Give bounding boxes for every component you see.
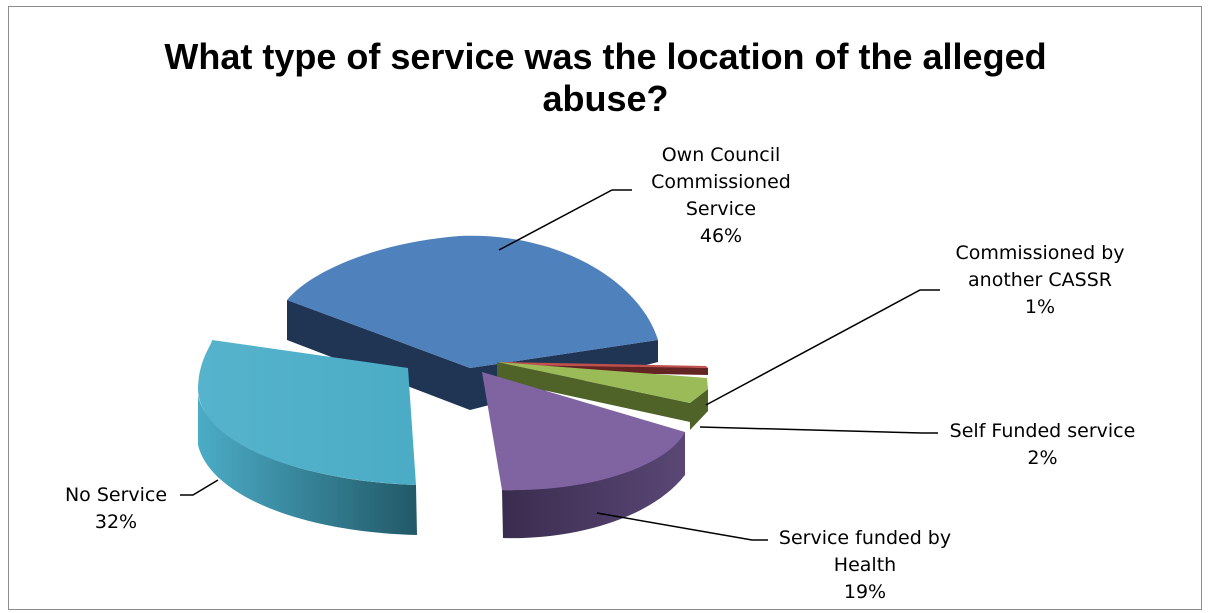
label-self-funded-percent: 2%	[1027, 447, 1058, 469]
slice-no-service	[198, 340, 417, 535]
slice-self-funded-side	[497, 362, 690, 422]
label-own-council-line-1: Own Council	[661, 144, 781, 166]
label-no-service-percent: 32%	[94, 511, 138, 533]
slice-health-side	[502, 432, 685, 539]
slice-health-top	[482, 372, 685, 491]
label-another-cassr-line-2: another CASSR	[968, 269, 1112, 291]
label-self-funded-line-1: Self Funded service	[949, 420, 1136, 442]
label-own-council-line-2: Commissioned	[651, 171, 791, 193]
label-another-cassr: Commissioned by another CASSR 1%	[920, 240, 1160, 321]
label-no-service: No Service 32%	[56, 482, 176, 536]
label-self-funded: Self Funded service 2%	[930, 418, 1155, 472]
label-health-line-1: Service funded by	[778, 527, 952, 549]
chart-title: What type of service was the location of…	[0, 36, 1211, 120]
slice-own-council-side	[287, 300, 470, 410]
label-health-percent: 19%	[843, 581, 887, 603]
label-health: Service funded by Health 19%	[765, 525, 965, 606]
leader-line-self-funded	[699, 426, 938, 434]
slice-no-service-side	[198, 395, 417, 535]
label-own-council-percent: 46%	[699, 225, 743, 247]
label-another-cassr-line-1: Commissioned by	[955, 242, 1125, 264]
leader-line-no-service	[180, 479, 219, 496]
slice-no-service-top	[198, 340, 416, 485]
label-own-council: Own Council Commissioned Service 46%	[646, 142, 796, 250]
leader-line-health	[596, 512, 768, 541]
label-health-line-2: Health	[833, 554, 897, 576]
label-no-service-line-1: No Service	[64, 484, 168, 506]
slice-another-cassr-top	[502, 362, 708, 368]
slice-self-funded	[497, 362, 708, 430]
slice-self-funded-side-front	[690, 389, 708, 430]
leader-line-own-council	[498, 189, 632, 251]
label-another-cassr-percent: 1%	[1024, 296, 1056, 318]
slice-health	[482, 372, 685, 539]
leader-line-another-cassr	[705, 289, 940, 406]
chart-title-line-2: abuse?	[542, 78, 669, 119]
label-own-council-line-3: Service	[685, 198, 757, 220]
slice-self-funded-top	[497, 362, 708, 403]
chart-title-line-1: What type of service was the location of…	[164, 36, 1047, 77]
slice-own-council-top	[287, 235, 658, 368]
